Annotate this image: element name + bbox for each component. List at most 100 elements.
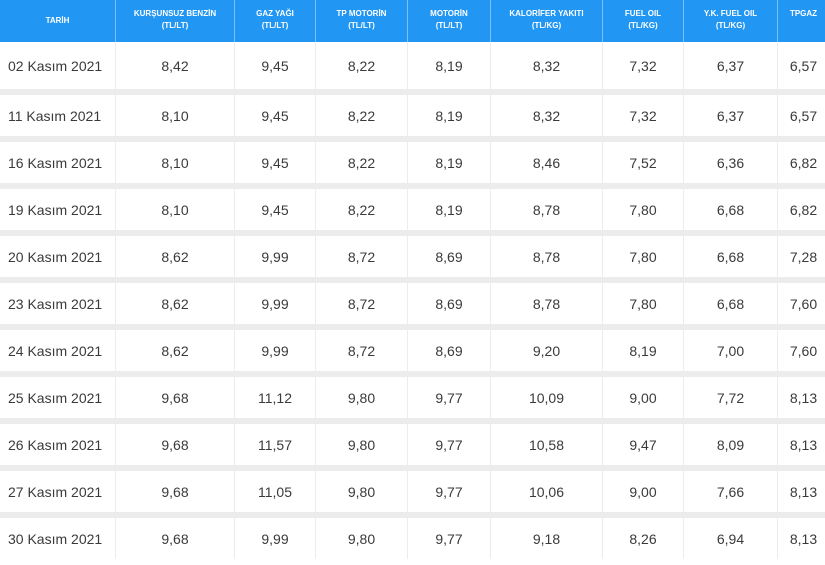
date-cell: 27 Kasım 2021 — [0, 465, 116, 512]
table-row: 30 Kasım 2021 9,68 9,99 9,80 9,77 9,18 8,26 6,9… — [0, 512, 825, 559]
price-cell-heating-oil: 9,18 — [491, 512, 603, 559]
price-cell-hs-fuel-oil: 6,94 — [684, 512, 778, 559]
price-cell-tp-diesel: 9,80 — [316, 418, 408, 465]
price-cell-diesel: 9,77 — [408, 371, 491, 418]
column-header-title: FUEL OIL — [624, 9, 662, 18]
price-cell-hs-fuel-oil: 6,68 — [684, 183, 778, 230]
date-cell: 20 Kasım 2021 — [0, 230, 116, 277]
price-cell-heating-oil: 8,78 — [491, 183, 603, 230]
price-cell-heating-oil: 10,58 — [491, 418, 603, 465]
date-cell: 25 Kasım 2021 — [0, 371, 116, 418]
price-cell-unleaded-gasoline: 9,68 — [116, 512, 235, 559]
price-cell-fuel-oil: 7,80 — [603, 277, 684, 324]
price-cell-lpg: 6,57 — [778, 89, 825, 136]
price-cell-heating-oil: 9,20 — [491, 324, 603, 371]
price-cell-kerosene: 9,45 — [235, 136, 316, 183]
date-cell: 11 Kasım 2021 — [0, 89, 116, 136]
price-cell-diesel: 8,19 — [408, 89, 491, 136]
column-header-title: TP MOTORİN — [336, 9, 387, 18]
column-header-unit: (TL/KG) — [531, 21, 562, 30]
price-cell-heating-oil: 10,09 — [491, 371, 603, 418]
column-header-title: GAZ YAĞI — [256, 9, 294, 18]
price-cell-fuel-oil: 9,00 — [603, 371, 684, 418]
column-header-unit: (TL/KG) — [628, 21, 658, 30]
price-cell-fuel-oil: 8,26 — [603, 512, 684, 559]
price-cell-lpg: 6,57 — [778, 42, 825, 89]
price-cell-unleaded-gasoline: 9,68 — [116, 371, 235, 418]
table-row: 11 Kasım 2021 8,10 9,45 8,22 8,19 8,32 7,32 6,3… — [0, 89, 825, 136]
table-header-row: TARİH KURŞUNSUZ BENZİN (TL/LT) GAZ YAĞI (TL/… — [0, 0, 825, 42]
price-cell-hs-fuel-oil: 6,36 — [684, 136, 778, 183]
date-cell: 19 Kasım 2021 — [0, 183, 116, 230]
price-cell-kerosene: 9,99 — [235, 324, 316, 371]
date-cell: 16 Kasım 2021 — [0, 136, 116, 183]
price-cell-heating-oil: 10,06 — [491, 465, 603, 512]
table-row: 20 Kasım 2021 8,62 9,99 8,72 8,69 8,78 7,80 6,6… — [0, 230, 825, 277]
column-header-tp-diesel: TP MOTORİN (TL/LT) — [316, 0, 408, 42]
price-cell-tp-diesel: 8,72 — [316, 277, 408, 324]
column-header-title: KALORİFER YAKITI — [509, 9, 584, 18]
price-cell-kerosene: 11,12 — [235, 371, 316, 418]
price-cell-kerosene: 9,99 — [235, 512, 316, 559]
column-header-unit: (TL/KG) — [715, 21, 746, 30]
price-cell-heating-oil: 8,78 — [491, 230, 603, 277]
price-cell-tp-diesel: 8,72 — [316, 230, 408, 277]
column-header-hs-fuel-oil: Y.K. FUEL OIL (TL/KG) — [684, 0, 778, 42]
column-header-kerosene: GAZ YAĞI (TL/LT) — [235, 0, 316, 42]
price-cell-tp-diesel: 9,80 — [316, 371, 408, 418]
table-row: 23 Kasım 2021 8,62 9,99 8,72 8,69 8,78 7,80 6,6… — [0, 277, 825, 324]
price-cell-heating-oil: 8,32 — [491, 89, 603, 136]
price-cell-lpg: 6,82 — [778, 183, 825, 230]
price-cell-fuel-oil: 7,80 — [603, 183, 684, 230]
price-cell-kerosene: 9,45 — [235, 183, 316, 230]
column-header-title: TARİH — [45, 16, 70, 25]
price-cell-fuel-oil: 9,00 — [603, 465, 684, 512]
column-header-lpg: TPGAZ — [778, 0, 825, 42]
column-header-title: KURŞUNSUZ BENZİN — [133, 9, 217, 18]
price-cell-kerosene: 9,99 — [235, 230, 316, 277]
table-row: 25 Kasım 2021 9,68 11,12 9,80 9,77 10,09 9,00 7… — [0, 371, 825, 418]
price-cell-heating-oil: 8,78 — [491, 277, 603, 324]
price-cell-hs-fuel-oil: 7,72 — [684, 371, 778, 418]
table-body: 02 Kasım 2021 8,42 9,45 8,22 8,19 8,32 7,32 6,3… — [0, 42, 825, 559]
price-cell-hs-fuel-oil: 6,37 — [684, 89, 778, 136]
price-cell-diesel: 8,69 — [408, 277, 491, 324]
price-cell-unleaded-gasoline: 8,62 — [116, 277, 235, 324]
price-cell-kerosene: 11,05 — [235, 465, 316, 512]
price-cell-unleaded-gasoline: 8,42 — [116, 42, 235, 89]
column-header-unit: (TL/LT) — [161, 21, 189, 30]
table-row: 02 Kasım 2021 8,42 9,45 8,22 8,19 8,32 7,32 6,3… — [0, 42, 825, 89]
price-cell-heating-oil: 8,32 — [491, 42, 603, 89]
table-row: 27 Kasım 2021 9,68 11,05 9,80 9,77 10,06 9,00 7… — [0, 465, 825, 512]
table-row: 26 Kasım 2021 9,68 11,57 9,80 9,77 10,58 9,47 8… — [0, 418, 825, 465]
price-cell-hs-fuel-oil: 7,00 — [684, 324, 778, 371]
price-cell-hs-fuel-oil: 6,68 — [684, 230, 778, 277]
date-cell: 23 Kasım 2021 — [0, 277, 116, 324]
price-cell-diesel: 8,19 — [408, 183, 491, 230]
price-cell-unleaded-gasoline: 8,10 — [116, 183, 235, 230]
price-cell-fuel-oil: 7,32 — [603, 42, 684, 89]
column-header-diesel: MOTORİN (TL/LT) — [408, 0, 491, 42]
column-header-heating-oil: KALORİFER YAKITI (TL/KG) — [491, 0, 603, 42]
price-cell-unleaded-gasoline: 8,10 — [116, 136, 235, 183]
column-header-unit: (TL/LT) — [348, 21, 375, 30]
date-cell: 24 Kasım 2021 — [0, 324, 116, 371]
price-cell-tp-diesel: 9,80 — [316, 512, 408, 559]
price-cell-diesel: 8,19 — [408, 136, 491, 183]
column-header-unleaded-gasoline: KURŞUNSUZ BENZİN (TL/LT) — [116, 0, 235, 42]
column-header-title: Y.K. FUEL OIL — [703, 9, 758, 18]
price-cell-unleaded-gasoline: 9,68 — [116, 465, 235, 512]
price-cell-kerosene: 11,57 — [235, 418, 316, 465]
price-cell-hs-fuel-oil: 8,09 — [684, 418, 778, 465]
price-cell-unleaded-gasoline: 8,62 — [116, 324, 235, 371]
price-cell-lpg: 8,13 — [778, 512, 825, 559]
price-cell-tp-diesel: 8,22 — [316, 42, 408, 89]
price-cell-lpg: 8,13 — [778, 371, 825, 418]
price-cell-diesel: 9,77 — [408, 512, 491, 559]
price-cell-tp-diesel: 8,22 — [316, 183, 408, 230]
table-row: 24 Kasım 2021 8,62 9,99 8,72 8,69 9,20 8,19 7,0… — [0, 324, 825, 371]
price-cell-fuel-oil: 7,80 — [603, 230, 684, 277]
price-cell-hs-fuel-oil: 6,68 — [684, 277, 778, 324]
price-cell-fuel-oil: 7,52 — [603, 136, 684, 183]
